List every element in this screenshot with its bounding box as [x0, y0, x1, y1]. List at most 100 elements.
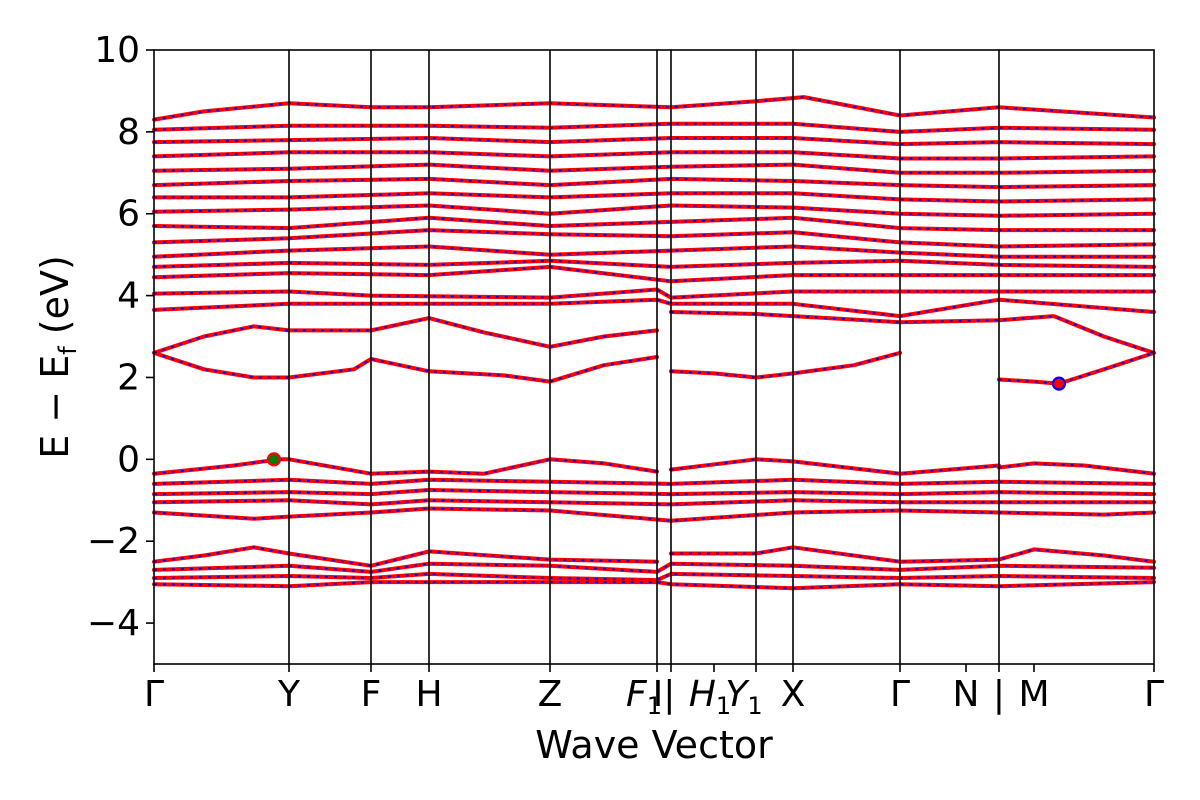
- band-line-3: [152, 316, 659, 355]
- band-line-dash-3: [153, 317, 658, 354]
- x-tick-label-main-0: Γ: [144, 674, 164, 715]
- plot-frame: [153, 49, 1155, 665]
- band-line-10: [152, 228, 1156, 249]
- valence-band-maximum-marker: [266, 452, 282, 467]
- band-line-29: [152, 561, 1156, 574]
- x-axis-title: Wave Vector: [535, 723, 773, 767]
- y-tick-label-0: 10: [94, 30, 140, 71]
- conduction-band-minimum-marker: [1051, 376, 1067, 391]
- band-line-11: [152, 215, 1156, 233]
- band-line-6: [152, 287, 1156, 300]
- band-line-18: [152, 121, 1156, 134]
- band-line-8: [152, 258, 1156, 269]
- y-tick-label-1: 8: [117, 112, 140, 153]
- band-line-dash-13: [154, 192, 1155, 203]
- x-tick-label-main-14: Γ: [1144, 674, 1164, 715]
- band-line-31: [152, 580, 1156, 591]
- y-tick-label-7: −4: [87, 603, 140, 644]
- band-line-13: [152, 191, 1156, 204]
- band-line-dash-14: [153, 177, 1155, 189]
- band-line-dash-0: [153, 351, 658, 383]
- y-axis-title-main: E − E: [33, 355, 77, 459]
- x-tick-label-8: Y1: [725, 674, 762, 720]
- x-tick-label-main-4: Z: [538, 674, 563, 715]
- x-tick-label-2: F: [361, 674, 382, 715]
- y-axis-title: E − Ef (eV): [33, 255, 82, 459]
- band-line-4: [669, 310, 1156, 355]
- x-tick-label-13: M: [1018, 674, 1049, 715]
- band-line-dash-9: [153, 245, 1154, 258]
- band-line-16: [152, 150, 1156, 161]
- x-tick-label-0: Γ: [144, 674, 164, 715]
- markers-layer: [266, 376, 1067, 467]
- band-line-30: [152, 571, 1156, 583]
- band-line-dash-31: [153, 581, 1155, 590]
- band-line-19: [152, 95, 1156, 122]
- band-line-23: [152, 477, 1156, 486]
- band-line-dash-16: [153, 151, 1155, 160]
- band-line-dash-11: [153, 216, 1154, 232]
- y-ticks-layer: 10 8 6 4 2 0 −2 −4: [87, 30, 154, 644]
- kpoint-lines-layer: [288, 50, 1000, 664]
- y-tick-label-4: 2: [117, 357, 140, 398]
- band-line-7: [152, 264, 1156, 284]
- band-line-2: [997, 350, 1156, 386]
- band-line-14: [152, 176, 1156, 190]
- band-line-dash-12: [153, 204, 1155, 217]
- x-tick-label-main-11: N: [953, 674, 980, 715]
- band-line-0: [152, 350, 659, 384]
- x-tick-label-main-9: X: [781, 674, 806, 715]
- x-tick-label-5: F1: [626, 674, 662, 720]
- x-tick-label-main-12: |: [993, 674, 1005, 715]
- x-tick-label-3: H: [415, 674, 442, 715]
- x-tick-label-7: H1: [689, 674, 731, 720]
- x-tick-label-11: N: [953, 674, 980, 715]
- x-tick-label-14: Γ: [1144, 674, 1164, 715]
- y-axis-title-sub: f: [54, 346, 82, 355]
- band-line-20: [152, 457, 659, 476]
- band-line-dash-19: [153, 96, 1155, 121]
- band-line-dash-17: [153, 136, 1155, 146]
- x-tick-label-1: Y: [277, 674, 301, 715]
- x-tick-label-6: I|: [653, 674, 676, 715]
- y-axis-title-unit: (eV): [33, 255, 77, 346]
- x-tick-label-sub-7: 1: [716, 692, 731, 720]
- x-tick-label-9: X: [781, 674, 806, 715]
- band-line-dash-7: [153, 265, 1154, 283]
- band-line-dash-27: [153, 546, 658, 567]
- x-tick-label-main-5: F: [626, 674, 648, 715]
- x-tick-label-4: Z: [538, 674, 563, 715]
- band-line-15: [152, 162, 1156, 175]
- band-line-dash-1: [670, 351, 901, 379]
- x-tick-label-sub-8: 1: [747, 692, 762, 720]
- band-line-dash-8: [153, 259, 1155, 268]
- band-line-22: [997, 461, 1156, 476]
- band-line-dash-4: [670, 311, 1155, 354]
- x-tick-label-main-6: I|: [653, 674, 676, 715]
- y-tick-label-5: 0: [117, 439, 140, 480]
- band-line-17: [152, 136, 1156, 147]
- x-tick-label-main-7: H: [689, 674, 716, 715]
- band-line-24: [152, 488, 1156, 497]
- band-line-12: [152, 203, 1156, 218]
- y-tick-label-3: 4: [117, 276, 140, 317]
- band-line-27: [152, 545, 659, 568]
- x-tick-label-12: |: [993, 674, 1005, 715]
- x-tick-label-main-13: M: [1018, 674, 1049, 715]
- band-line-dash-18: [153, 122, 1155, 133]
- band-line-5: [152, 297, 1156, 319]
- bands-layer: [152, 95, 1156, 591]
- band-line-25: [152, 498, 1156, 507]
- x-tick-label-main-2: F: [361, 674, 382, 715]
- x-tick-label-main-1: Y: [277, 674, 301, 715]
- band-line-dash-15: [153, 163, 1155, 174]
- band-line-26: [152, 506, 1156, 523]
- band-line-dash-10: [153, 229, 1155, 248]
- band-line-dash-30: [153, 572, 1155, 582]
- x-tick-label-sub-5: 1: [647, 692, 662, 720]
- band-line-1: [669, 350, 902, 380]
- y-tick-label-2: 6: [117, 194, 140, 235]
- band-line-dash-21: [670, 458, 1000, 475]
